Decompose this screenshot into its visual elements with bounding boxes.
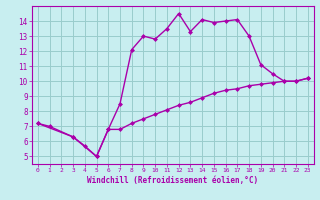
X-axis label: Windchill (Refroidissement éolien,°C): Windchill (Refroidissement éolien,°C): [87, 176, 258, 185]
